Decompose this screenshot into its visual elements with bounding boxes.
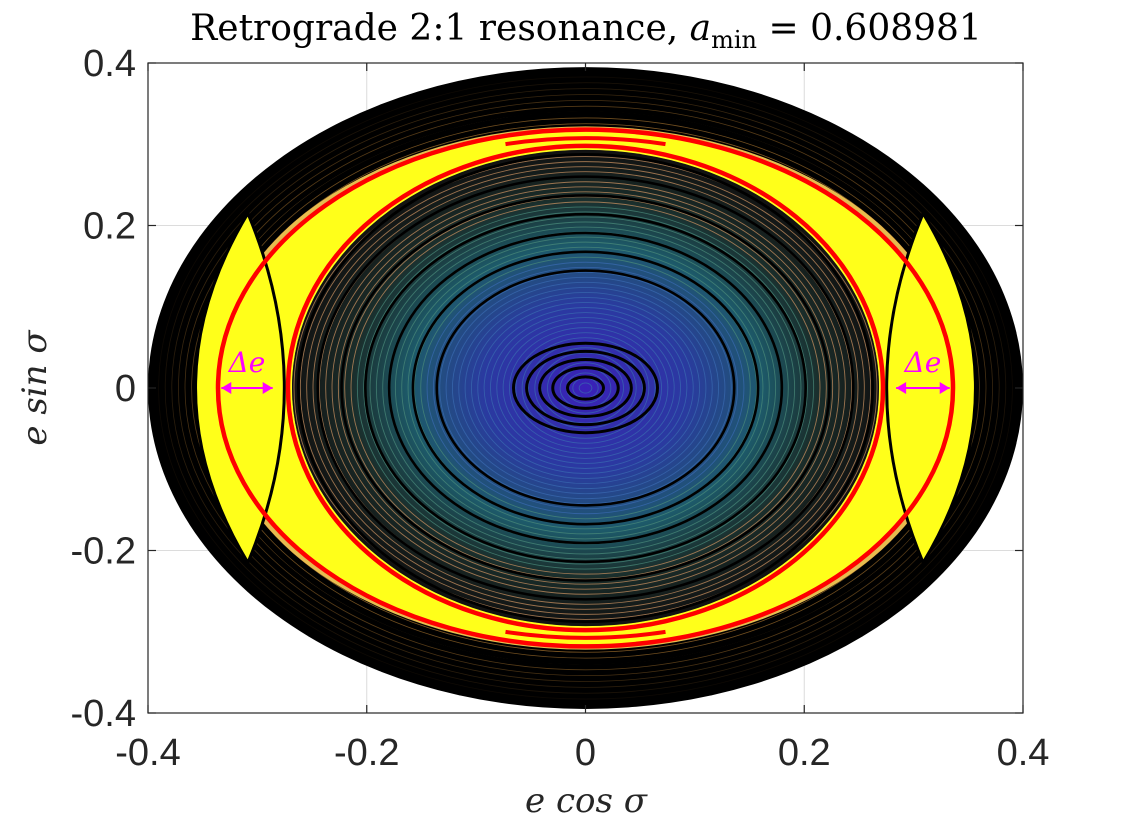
thin-contour-32 [382, 226, 789, 550]
center-contour-3 [525, 349, 646, 427]
thin-contour-43 [312, 171, 859, 605]
mid-contour-2 [387, 231, 784, 545]
separatrix-inner [285, 143, 886, 633]
center-contour-4 [512, 341, 659, 435]
thin-contour-20 [458, 286, 713, 490]
thin-contour-37 [350, 201, 821, 575]
outer-thin-contour-8 [164, 82, 1007, 694]
thin-contour-13 [502, 322, 669, 454]
thin-contour-21 [451, 281, 720, 495]
thin-contour-44 [306, 166, 865, 610]
chart-title: Retrograde 2:1 resonance, amin = 0.60898… [190, 8, 982, 54]
center-contour-1 [551, 366, 620, 410]
thin-contour-24 [432, 266, 739, 510]
thin-contour-23 [439, 271, 732, 505]
thin-contour-25 [426, 261, 745, 515]
contour-field: Δe Δe [148, 67, 1023, 709]
chart-title-rest: = 0.608981 [757, 8, 982, 49]
outer-thin-contour-7 [171, 88, 1000, 688]
x-tick-label-4: 0.4 [997, 732, 1050, 774]
mid-contour-4 [340, 194, 831, 582]
thin-contour-1 [578, 382, 593, 394]
thin-contour-12 [509, 327, 662, 449]
thin-contour-17 [477, 302, 694, 474]
outer-thin-contour-5 [184, 99, 987, 677]
thin-contour-35 [363, 211, 808, 565]
inner-circulation-region [292, 149, 879, 627]
thin-contour-30 [394, 236, 777, 540]
x-axis-label: e cos σ [525, 781, 648, 821]
delta-e-arrowhead-right-0 [262, 382, 273, 394]
thin-contour-41 [325, 181, 846, 595]
thin-contour-14 [496, 317, 675, 459]
thin-contour-10 [521, 337, 650, 439]
thin-contour-45 [299, 161, 872, 615]
x-tick-label-1: -0.2 [334, 732, 399, 774]
y-tick-label-0: 0.4 [83, 43, 136, 85]
y-tick-label-2: 0 [115, 368, 136, 410]
outer-thin-contour-6 [177, 94, 994, 682]
thin-contour-18 [470, 297, 701, 479]
mid-contour-3 [364, 212, 807, 564]
thin-contour-34 [369, 216, 802, 560]
thin-contour-33 [375, 221, 796, 555]
thin-contour-26 [420, 256, 751, 520]
x-tick-label-0: -0.4 [115, 732, 180, 774]
delta-e-annotations: Δe Δe [221, 346, 950, 394]
thin-contour-11 [515, 332, 656, 444]
separatrix-curves [215, 127, 956, 649]
thin-contour-36 [356, 206, 815, 570]
thin-contour-29 [401, 241, 770, 535]
thin-contour-6 [547, 357, 624, 419]
thin-contour-39 [337, 191, 834, 585]
chart-title-var: a [690, 8, 711, 49]
thin-contour-lines [158, 76, 1013, 700]
delta-e-label-0: Δe [228, 346, 266, 379]
chart-title-main: Retrograde 2:1 resonance, [190, 8, 690, 49]
outer-thin-contour-9 [158, 76, 1013, 700]
delta-e-arrowhead-left-0 [221, 382, 232, 394]
mid-contour-5 [316, 175, 855, 601]
thin-contour-40 [331, 186, 840, 590]
y-tick-label-4: -0.4 [71, 693, 136, 735]
chart-title-sub: min [711, 26, 757, 54]
separatrix-outer [215, 127, 956, 649]
thin-contour-38 [344, 196, 827, 580]
thin-contour-28 [407, 246, 764, 530]
y-tick-label-3: -0.2 [71, 531, 136, 573]
outer-thin-contour-4 [191, 105, 980, 671]
center-contour-2 [538, 358, 633, 418]
thin-contour-22 [445, 276, 726, 500]
separatrix-cusp-top [505, 136, 666, 147]
thin-contour-16 [483, 307, 688, 469]
delta-e-arrowhead-left-1 [896, 382, 907, 394]
thin-contour-19 [464, 291, 707, 485]
y-tick-label-1: 0.2 [83, 206, 136, 248]
mid-contour-1 [411, 250, 760, 526]
x-tick-label-3: 0.2 [778, 732, 831, 774]
thin-contour-15 [489, 312, 682, 464]
y-axis-ticks: 0.4 0.2 0 -0.2 -0.4 [71, 43, 1023, 735]
y-axis-label: e sin σ [15, 330, 55, 446]
thin-contour-46 [293, 156, 878, 620]
delta-e-arrowhead-right-1 [939, 382, 950, 394]
thin-contour-8 [534, 347, 637, 429]
band-inner-contour-0 [297, 152, 874, 624]
x-axis-ticks: -0.4 -0.2 0 0.2 0.4 [115, 63, 1049, 774]
mid-contour-0 [435, 269, 736, 507]
center-contour-0 [566, 375, 605, 401]
separatrix-cusp-bottom [505, 629, 666, 640]
x-tick-label-2: 0 [575, 732, 596, 774]
delta-e-label-1: Δe [904, 346, 942, 379]
